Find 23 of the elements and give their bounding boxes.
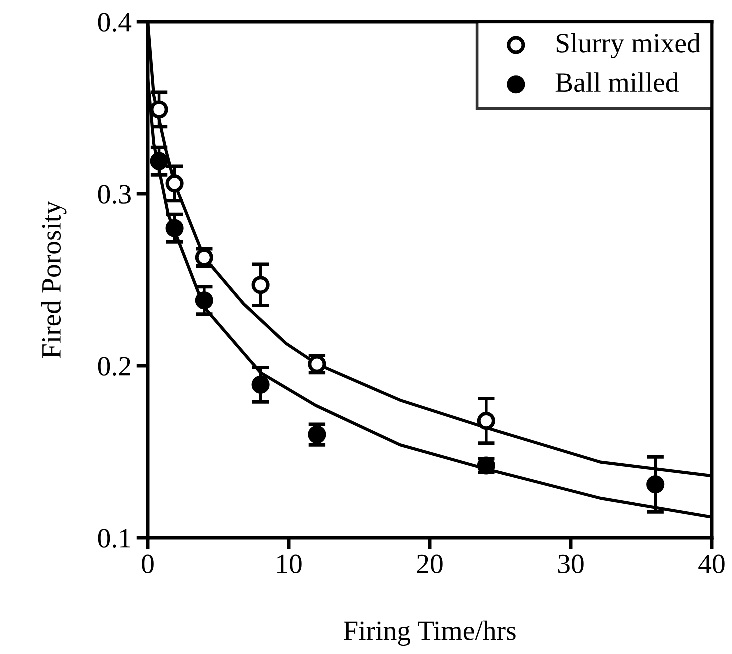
x-tick-label: 20 [417, 554, 443, 574]
x-tick-label: 0 [142, 554, 154, 574]
x-axis-title: Firing Time/hrs [344, 620, 516, 646]
y-tick-label: 0.4 [98, 13, 132, 32]
point [308, 426, 326, 444]
point [150, 100, 168, 119]
y-tick-label: 0.2 [98, 357, 130, 376]
point [252, 276, 270, 294]
point [195, 292, 214, 310]
y-axis-title: Fired Porosity [41, 201, 67, 358]
point [166, 174, 184, 193]
point [646, 476, 665, 494]
y-tick-label: 0.1 [98, 529, 130, 548]
point [166, 219, 184, 238]
point [150, 152, 168, 170]
x-tick-label: 40 [698, 554, 725, 574]
x-tick-label: 30 [558, 554, 584, 574]
legend-label: Ball milled [556, 72, 679, 92]
x-tick-label: 10 [278, 554, 302, 574]
point [477, 412, 496, 430]
legend-label: Slurry mixed [556, 33, 701, 59]
y-tick-label: 0.3 [98, 185, 131, 204]
point [252, 376, 270, 394]
